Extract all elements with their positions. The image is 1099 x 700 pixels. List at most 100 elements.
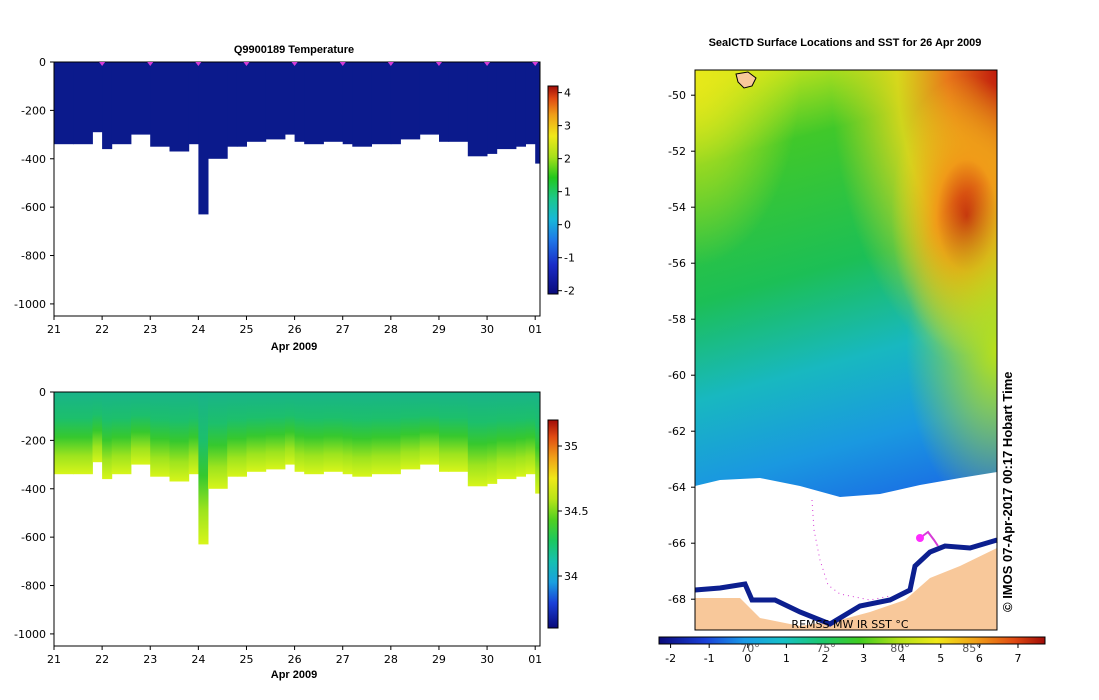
temperature-colorbar [547,85,559,295]
temperature-profile-bar [294,62,305,142]
surface-marker [195,62,202,66]
salinity-profile-bar [236,392,247,477]
y-tick-label: 0 [39,56,46,69]
y-tick-label: -800 [21,580,46,593]
y-tick-label: -200 [21,104,46,117]
temperature-profile-bar [102,62,113,150]
temperature-profile-bar [198,62,209,215]
sst-colorbar-tick-label: 7 [1014,652,1021,665]
surface-marker [99,62,106,66]
colorbar-tick-label: 0 [564,219,571,232]
salinity-profile-bar [131,392,151,465]
surface-marker [291,62,298,66]
salinity-profile-bar [352,392,372,477]
x-tick-label: 30 [480,653,494,666]
longitude-label: 70° [740,642,760,655]
surface-marker [339,62,346,66]
temperature-profile-bar [92,62,103,133]
lat-tick-label: -62 [668,425,686,438]
salinity-profile-bar [73,392,93,475]
salinity-profile-bar [285,392,296,465]
temperature-profile-bar [448,62,469,142]
temperature-profile-bar [227,62,238,147]
lat-tick-label: -52 [668,145,686,158]
sst-map-image [694,70,998,630]
sst-colorbar [658,636,1046,645]
x-tick-label: 24 [191,653,205,666]
temperature-profile-bar [54,62,74,145]
temperature-profile-bar [371,62,392,145]
sst-colorbar-tick-label: 0 [744,652,751,665]
x-tick-label: 27 [336,653,350,666]
temperature-profile-bar [352,62,372,147]
temperature-profile-bar [236,62,247,147]
longitude-label: 80° [890,642,910,655]
y-tick-label: -600 [21,531,46,544]
salinity-profile-bar [198,392,209,545]
salinity-profile-bar [448,392,469,472]
x-tick-label: 29 [432,323,446,336]
temperature-profile-bar [188,62,199,145]
colorbar-tick-label: 35 [564,440,578,453]
map-frame [694,69,998,631]
salinity-profile-bar [188,392,199,475]
y-tick-label: -800 [21,250,46,263]
salinity-x-axis: 21 22 23 24 25 26 27 28 29 30 01 [47,646,542,666]
y-tick-label: 0 [39,386,46,399]
x-tick-label: 24 [191,323,205,336]
colorbar-tick-label: 2 [564,153,571,166]
temperature-profile-bar [265,62,286,140]
x-tick-label: 21 [47,323,61,336]
temperature-profile-bar [342,62,353,145]
lat-tick-label: -58 [668,313,686,326]
sst-colorbar-tick-label: 1 [783,652,790,665]
x-tick-label: 23 [143,653,157,666]
lat-tick-label: -66 [668,537,686,550]
surface-marker [147,62,154,66]
x-tick-label: 22 [95,323,109,336]
surface-marker [435,62,442,66]
map-latitude-axis: -50 -52 -54 -56 -58 -60 -62 -64 -66 -68 [668,89,695,606]
temperature-profile-bar [439,62,450,142]
salinity-profile-bar [169,392,190,482]
temperature-profile-bar [323,62,344,142]
temperature-y-axis: 0 -200 -400 -600 -800 -1000 [14,56,54,311]
temperature-profile-bar [390,62,401,145]
salinity-profile-bar [227,392,238,477]
lat-tick-label: -56 [668,257,686,270]
y-tick-label: -400 [21,483,46,496]
sst-colorbar-ticks: -2 -1 0 1 2 3 4 5 6 7 [665,644,1021,665]
sst-colorbar-tick-label: 6 [976,652,983,665]
x-tick-label: 28 [384,653,398,666]
x-tick-label: 29 [432,653,446,666]
longitude-label: 85° [962,642,982,655]
temperature-profile-bar [208,62,228,159]
temperature-profile-bar [285,62,296,135]
x-tick-label: 28 [384,323,398,336]
map-title: SealCTD Surface Locations and SST for 26… [709,37,982,49]
sst-colorbar-tick-label: 4 [899,652,906,665]
seal-track [919,530,939,547]
temperature-profile-bar [131,62,151,135]
surface-marker [243,62,250,66]
x-tick-label: 26 [288,323,302,336]
x-tick-label: 01 [528,323,542,336]
salinity-profile-bar [515,392,526,477]
colorbar-tick-label: -1 [564,252,575,265]
antarctic-land [695,548,997,630]
temperature-profile-bar [73,62,93,145]
salinity-profile-bar [342,392,353,475]
salinity-colorbar [547,419,559,629]
salinity-profile-bar [304,392,324,475]
temperature-profile-bar [487,62,498,154]
colorbar-tick-label: 4 [564,87,571,100]
kerguelen-islands [735,71,757,89]
temperature-colorbar-ticks: 4 3 2 1 0 -1 -2 [558,87,575,298]
lat-tick-label: -60 [668,369,686,382]
x-tick-label: 30 [480,323,494,336]
temperature-profile-bar [169,62,190,152]
y-tick-label: -200 [21,434,46,447]
longitude-labels: 70° 75° 80° 85° [740,642,982,655]
ice-edge-contour [694,537,998,627]
